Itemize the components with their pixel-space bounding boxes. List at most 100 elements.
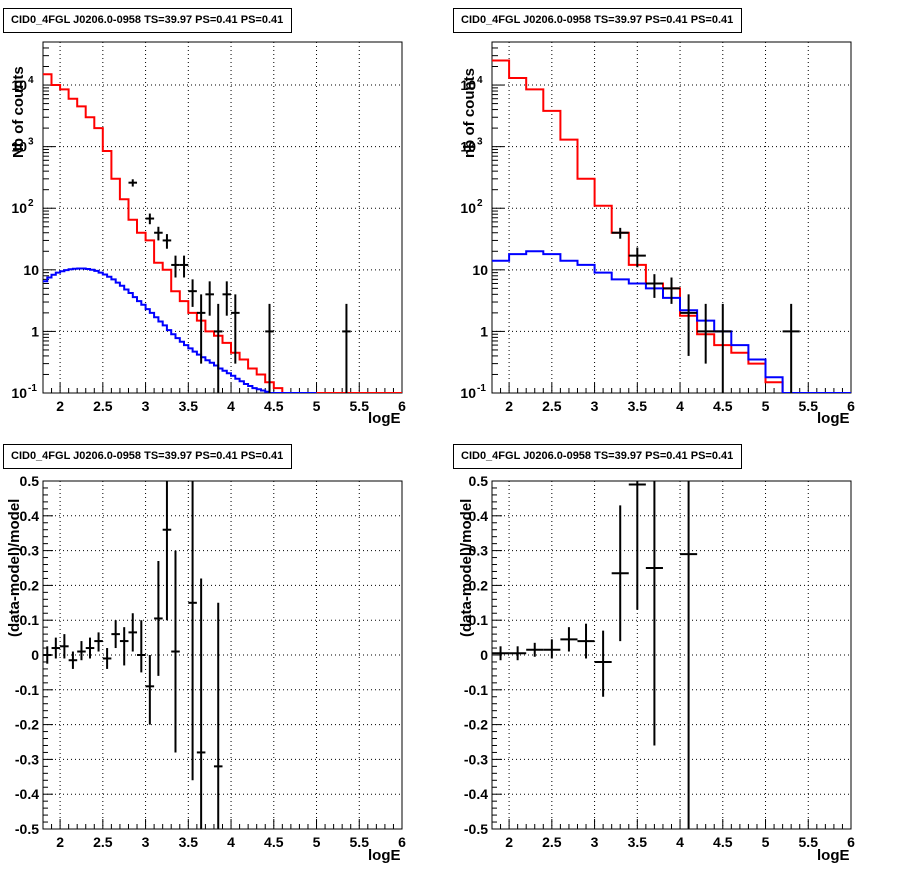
x-tick-label: 5.5 [799,398,819,414]
data-point [645,274,663,298]
x-tick-label: 3 [591,834,599,850]
data-point [526,642,544,657]
data-point [543,639,561,659]
data-point [128,613,138,652]
x-tick-label: 5 [313,398,321,414]
y-tick-label: 10 [23,262,39,278]
data-point [179,255,189,278]
x-tick-label: 5 [762,398,770,414]
y-tick-label: 0 [480,647,488,663]
y-tick-label: 0.4 [20,508,40,524]
x-tick-label: 2 [505,834,513,850]
chart-panel-residual-right: 2 2.5 3 3.5 4 4.5 5 5.5 6 -0.5 -0.4 -0.3 -0.2 -0.1 0 0.… [449,437,898,874]
data-point [594,630,612,697]
x-tick-label: 3.5 [179,834,199,850]
x-tick-label: 2 [56,834,64,850]
axis-ticks [42,41,403,394]
y-tick-label: 0.4 [469,508,489,524]
data-point [680,294,698,356]
data-point [43,646,52,664]
data-point [213,303,223,393]
y-tick-label: 10 [460,77,476,93]
y-tick-label: 10 [11,77,27,93]
y-tick-label: -0.5 [464,821,488,837]
data-point [342,303,351,393]
y-axis-label: (data-model)/model [458,498,475,637]
y-tick-label: -0.3 [464,751,488,767]
data-point [128,179,138,187]
y-tick-exponent: 4 [477,75,483,86]
data-point [697,303,715,364]
y-tick-label: 0.1 [469,612,489,628]
series-line-model-total [43,73,402,393]
x-tick-label: 4 [676,834,684,850]
data-point [714,303,732,393]
chart-title: CID0_4FGL J0206.0-0958 TS=39.97 PS=0.41 … [3,444,293,469]
x-tick-label: 3 [591,398,599,414]
y-tick-label: -0.4 [464,786,488,802]
x-tick-label: 4.5 [713,398,733,414]
chart-panel-residual-left: 2 2.5 3 3.5 4 4.5 5 5.5 6 -0.5 -0.4 -0.3 -0.2 -0.1 0 0.… [0,437,449,874]
data-point [645,481,663,746]
x-tick-label: 6 [398,398,406,414]
data-point [782,303,800,393]
x-tick-label: 3.5 [179,398,199,414]
plot-frame [42,480,403,830]
y-tick-label: 10 [472,262,488,278]
y-tick-label: 0.2 [469,577,489,593]
y-tick-exponent: -1 [28,383,37,394]
data-point [577,623,595,659]
data-point [162,234,172,249]
data-point [662,277,681,304]
data-point [77,641,86,661]
x-axis-label: logE [817,410,850,427]
y-tick-label: -0.4 [15,786,39,802]
data-point [154,226,163,241]
series-line-model-total [492,59,851,393]
x-tick-label: 4 [676,398,684,414]
data-point [137,620,146,673]
y-axis-label: (data-model)/model [6,498,23,637]
y-tick-label: 10 [460,385,476,401]
data-point [119,627,129,666]
chart-plot-area: 2 2.5 3 3.5 4 4.5 5 5.5 6 -0.5 -0.4 -0.3 -0.2 -0.1 0 0.… [15,473,406,850]
data-point [196,294,206,364]
y-tick-label: -0.3 [15,751,39,767]
x-tick-label: 4 [227,398,235,414]
data-point [171,255,180,278]
data-point [231,294,240,364]
x-tick-label: 3 [142,398,150,414]
x-tick-label: 5.5 [350,398,370,414]
chart-panel-spectrum-right: 2 2.5 3 3.5 4 4.5 5 5.5 6 10 -1 1 10 10 2 10 3 10 4 CID0_4… [449,0,898,437]
data-point [162,481,172,621]
y-tick-label: 0.5 [20,473,40,489]
chart-plot-area: 2 2.5 3 3.5 4 4.5 5 5.5 6 -0.5 -0.4 -0.3 -0.2 -0.1 0 0.… [464,473,855,850]
y-tick-label: 1 [31,323,39,339]
y-tick-label: 10 [460,200,476,216]
grid-lines [43,480,403,830]
y-tick-label: 0.3 [20,543,40,559]
y-tick-label: 10 [11,385,27,401]
y-tick-exponent: 2 [28,198,34,209]
data-point [205,281,214,316]
chart-title: CID0_4FGL J0206.0-0958 TS=39.97 PS=0.41 … [3,8,293,33]
x-tick-label: 5.5 [350,834,370,850]
plot-frame [491,41,852,394]
data-point [188,279,197,307]
data-point [560,627,578,652]
data-point [68,651,78,669]
axis-ticks [42,480,403,830]
axis-ticks [491,480,852,830]
x-tick-label: 2 [56,398,64,414]
data-point [611,227,629,239]
data-point [102,648,112,669]
x-tick-label: 5 [762,834,770,850]
series-line-model-background [492,250,851,393]
x-tick-label: 6 [847,834,855,850]
data-point [60,634,69,659]
y-tick-label: 0 [31,647,39,663]
x-tick-label: 6 [847,398,855,414]
data-point [85,637,95,659]
